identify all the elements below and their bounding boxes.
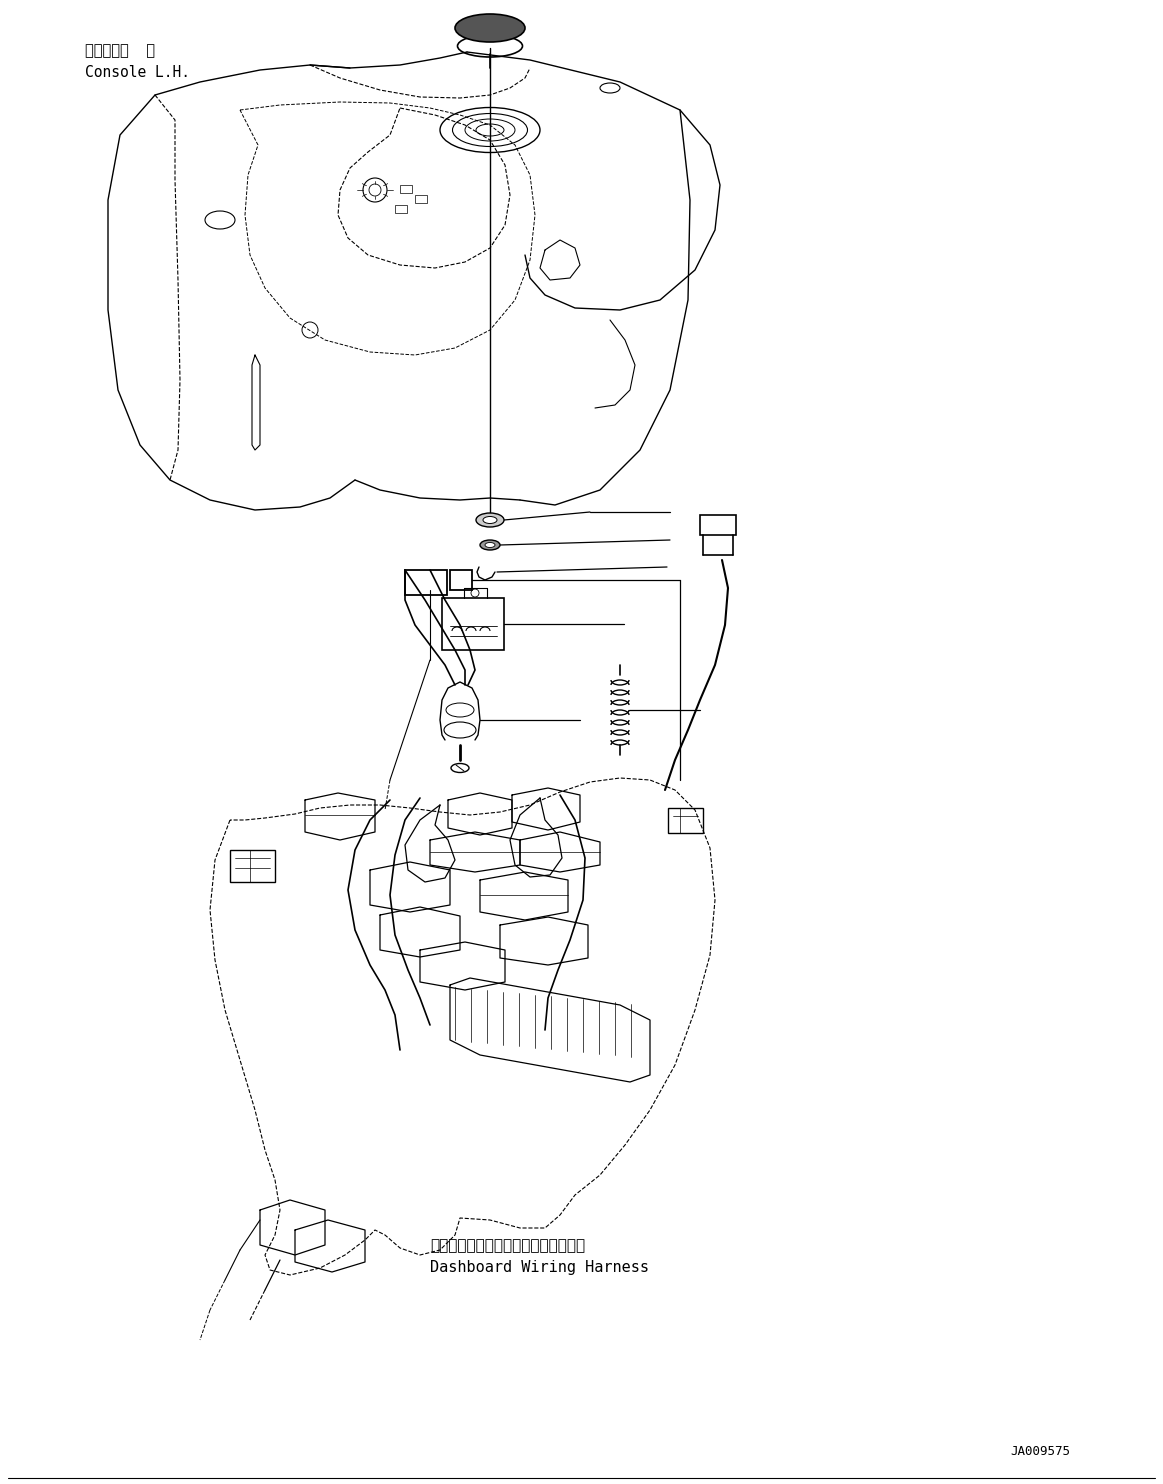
Ellipse shape bbox=[485, 543, 495, 548]
Bar bbox=[400, 186, 412, 193]
Text: コンソール  左: コンソール 左 bbox=[85, 43, 155, 58]
Text: Console L.H.: Console L.H. bbox=[85, 65, 190, 80]
Bar bbox=[405, 570, 447, 595]
Text: JA009575: JA009575 bbox=[1009, 1445, 1070, 1457]
Bar bbox=[395, 205, 407, 214]
Ellipse shape bbox=[483, 516, 497, 524]
Bar bbox=[668, 807, 702, 833]
Ellipse shape bbox=[476, 513, 504, 527]
Bar bbox=[442, 598, 504, 650]
Text: Dashboard Wiring Harness: Dashboard Wiring Harness bbox=[430, 1260, 649, 1275]
Ellipse shape bbox=[480, 540, 500, 551]
Bar bbox=[415, 194, 427, 203]
Ellipse shape bbox=[455, 13, 525, 42]
Bar bbox=[230, 850, 274, 881]
Bar bbox=[450, 570, 472, 591]
Bar bbox=[700, 515, 736, 536]
Text: ダッシュボードワイヤリングハーネス: ダッシュボードワイヤリングハーネス bbox=[430, 1238, 585, 1252]
